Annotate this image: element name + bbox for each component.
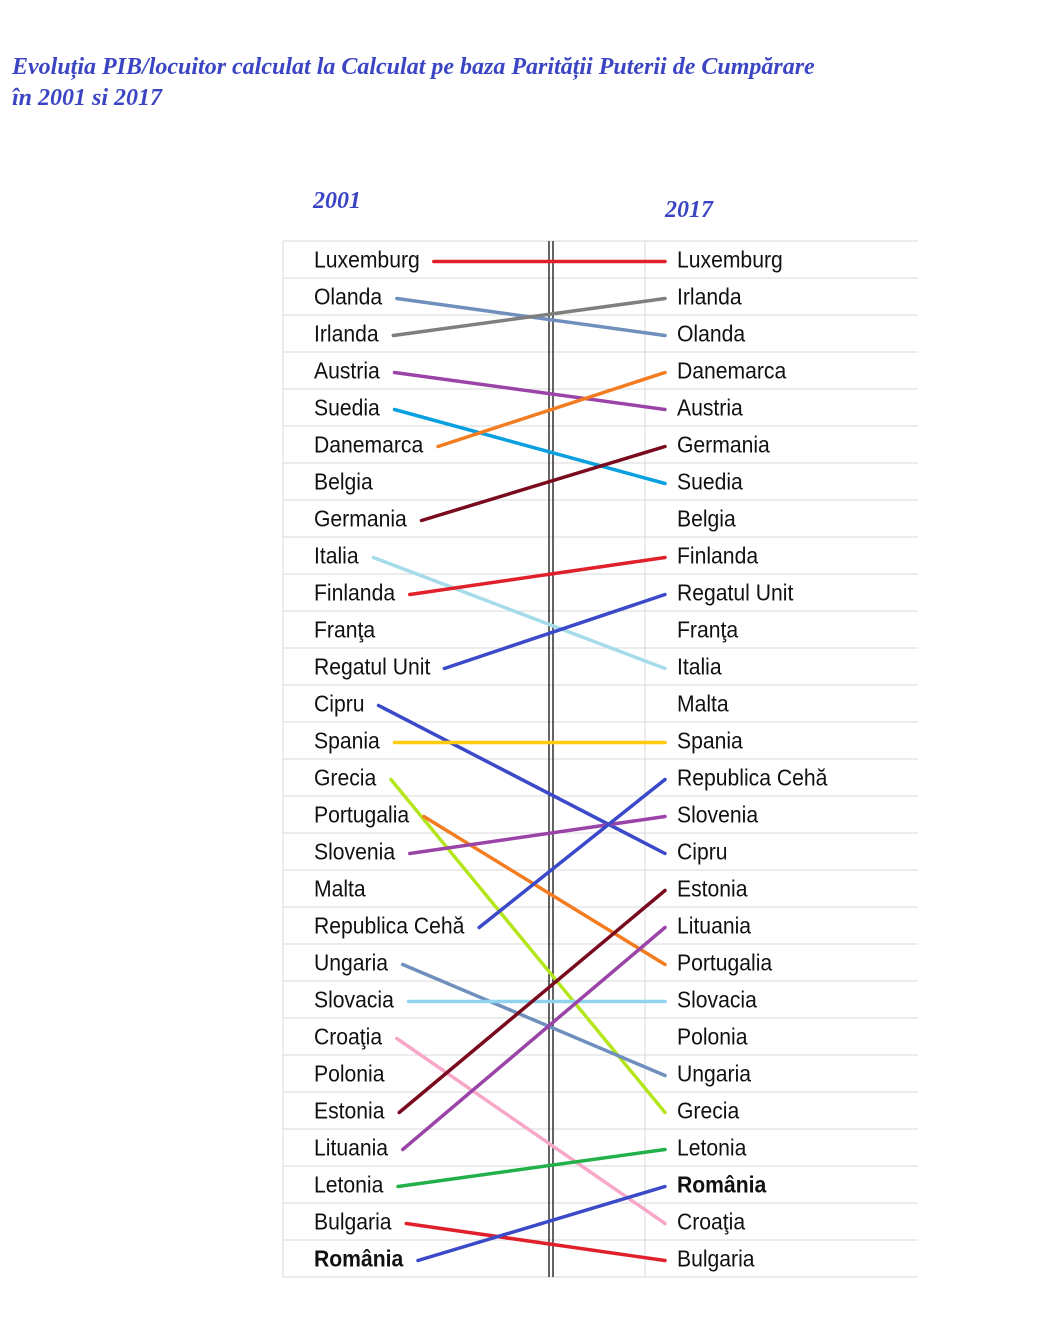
country-label-2001: Austria xyxy=(314,358,380,384)
connection-line-bulgaria xyxy=(404,1221,667,1263)
country-label-2001: Belgia xyxy=(314,469,373,495)
country-label-2017: Bulgaria xyxy=(677,1246,755,1272)
country-label-2017: Italia xyxy=(677,654,722,680)
country-label-2017: Croaţia xyxy=(677,1209,746,1235)
country-label-2017: Danemarca xyxy=(677,358,787,384)
country-label-2017: Belgia xyxy=(677,506,736,532)
country-label-2017: Polonia xyxy=(677,1024,748,1050)
connection-line-regatul-unit xyxy=(442,592,667,671)
country-label-2001: Malta xyxy=(314,876,366,902)
country-label-2017: Slovacia xyxy=(677,987,758,1013)
country-label-2001: Irlanda xyxy=(314,321,379,347)
country-label-2017: Cipru xyxy=(677,839,728,865)
country-label-2017: Portugalia xyxy=(677,950,773,976)
country-label-2001: Germania xyxy=(314,506,408,532)
connection-line-cipru xyxy=(376,703,667,856)
connection-line-danemarca xyxy=(436,370,667,449)
country-label-2017: Ungaria xyxy=(677,1061,752,1087)
connection-line-portugalia xyxy=(422,814,667,967)
connection-line-ungaria xyxy=(400,962,667,1078)
country-label-2017: Lituania xyxy=(677,913,752,939)
country-label-2001: Lituania xyxy=(314,1135,389,1161)
country-label-2001: Danemarca xyxy=(314,432,424,458)
country-label-2017: România xyxy=(677,1172,767,1198)
title-line-1: Evoluția PIB/locuitor calculat la Calcul… xyxy=(12,54,815,80)
country-label-2017: Slovenia xyxy=(677,802,759,828)
connection-line-finlanda xyxy=(408,555,667,597)
connection-line-românia xyxy=(416,1184,667,1263)
country-label-2001: Bulgaria xyxy=(314,1209,392,1235)
connection-line-slovenia xyxy=(408,814,667,856)
country-label-2017: Finlanda xyxy=(677,543,759,569)
country-label-2001: Suedia xyxy=(314,395,381,421)
country-label-2001: Grecia xyxy=(314,765,377,791)
country-label-2001: Republica Cehă xyxy=(314,913,465,939)
country-label-2017: Letonia xyxy=(677,1135,747,1161)
country-label-2001: Portugalia xyxy=(314,802,410,828)
country-label-2001: Regatul Unit xyxy=(314,654,430,680)
connection-line-letonia xyxy=(396,1147,667,1189)
country-label-2001: Spania xyxy=(314,728,381,754)
country-label-2017: Regatul Unit xyxy=(677,580,793,606)
country-label-2017: Germania xyxy=(677,432,771,458)
country-label-2017: Estonia xyxy=(677,876,748,902)
country-label-2001: Italia xyxy=(314,543,359,569)
country-label-2001: Cipru xyxy=(314,691,365,717)
country-label-2017: Austria xyxy=(677,395,743,421)
country-label-2001: Slovacia xyxy=(314,987,395,1013)
connection-line-estonia xyxy=(397,888,667,1115)
country-label-2001: Franţa xyxy=(314,617,376,643)
country-label-2017: Malta xyxy=(677,691,729,717)
country-label-2017: Suedia xyxy=(677,469,744,495)
country-label-2017: Irlanda xyxy=(677,284,742,310)
connection-line-lituania xyxy=(400,925,667,1152)
country-label-2017: Olanda xyxy=(677,321,746,347)
connection-line-irlanda xyxy=(391,296,667,338)
country-label-2017: Franţa xyxy=(677,617,739,643)
country-label-2017: Republica Cehă xyxy=(677,765,828,791)
country-label-2001: Letonia xyxy=(314,1172,384,1198)
country-label-2001: Polonia xyxy=(314,1061,385,1087)
country-label-2001: Olanda xyxy=(314,284,383,310)
country-label-2001: Croaţia xyxy=(314,1024,383,1050)
country-label-2001: România xyxy=(314,1246,404,1272)
connection-line-suedia xyxy=(392,407,667,486)
column-header-2001: 2001 xyxy=(312,188,361,214)
connection-line-germania xyxy=(419,444,667,523)
country-label-2017: Spania xyxy=(677,728,744,754)
country-label-2001: Ungaria xyxy=(314,950,389,976)
country-label-2001: Finlanda xyxy=(314,580,396,606)
country-label-2001: Estonia xyxy=(314,1098,385,1124)
connection-line-croaţia xyxy=(395,1036,667,1226)
column-header-2017: 2017 xyxy=(664,197,714,223)
country-label-2001: Slovenia xyxy=(314,839,396,865)
connection-line-republica-cehă xyxy=(477,777,667,930)
country-label-2017: Luxemburg xyxy=(677,247,783,273)
connection-line-italia xyxy=(371,555,667,671)
country-label-2017: Grecia xyxy=(677,1098,740,1124)
chart-title: Evoluția PIB/locuitor calculat la Calcul… xyxy=(12,52,1022,114)
connection-line-austria xyxy=(392,370,667,412)
country-label-2001: Luxemburg xyxy=(314,247,420,273)
title-line-2: în 2001 si 2017 xyxy=(12,85,163,111)
